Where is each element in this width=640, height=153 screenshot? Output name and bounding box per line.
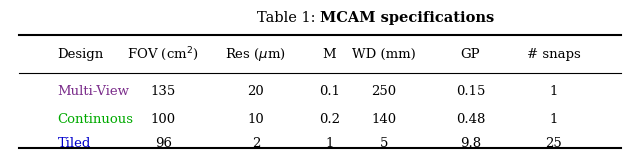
Text: # snaps: # snaps: [527, 48, 580, 61]
Text: Tiled: Tiled: [58, 137, 91, 150]
Text: 250: 250: [371, 85, 397, 98]
Text: 1: 1: [549, 85, 558, 98]
Text: 135: 135: [150, 85, 176, 98]
Text: 5: 5: [380, 137, 388, 150]
Text: 2: 2: [252, 137, 260, 150]
Text: 0.48: 0.48: [456, 113, 485, 126]
Text: FOV (cm$^2$): FOV (cm$^2$): [127, 45, 199, 63]
Text: Table 1:: Table 1:: [257, 11, 320, 25]
Text: MCAM specifications: MCAM specifications: [320, 11, 494, 25]
Text: M: M: [323, 48, 337, 61]
Text: 100: 100: [150, 113, 176, 126]
Text: Res ($\mu$m): Res ($\mu$m): [225, 46, 287, 63]
Text: GP: GP: [461, 48, 480, 61]
Text: 9.8: 9.8: [460, 137, 481, 150]
Text: 0.1: 0.1: [319, 85, 340, 98]
Text: 20: 20: [248, 85, 264, 98]
Text: 1: 1: [325, 137, 334, 150]
Text: 1: 1: [549, 113, 558, 126]
Text: Design: Design: [58, 48, 104, 61]
Text: 96: 96: [155, 137, 172, 150]
Text: Multi-View: Multi-View: [58, 85, 129, 98]
Text: 10: 10: [248, 113, 264, 126]
Text: 0.15: 0.15: [456, 85, 485, 98]
Text: 0.2: 0.2: [319, 113, 340, 126]
Text: Continuous: Continuous: [58, 113, 134, 126]
Text: 140: 140: [371, 113, 397, 126]
Text: 25: 25: [545, 137, 562, 150]
Text: WD (mm): WD (mm): [352, 48, 416, 61]
